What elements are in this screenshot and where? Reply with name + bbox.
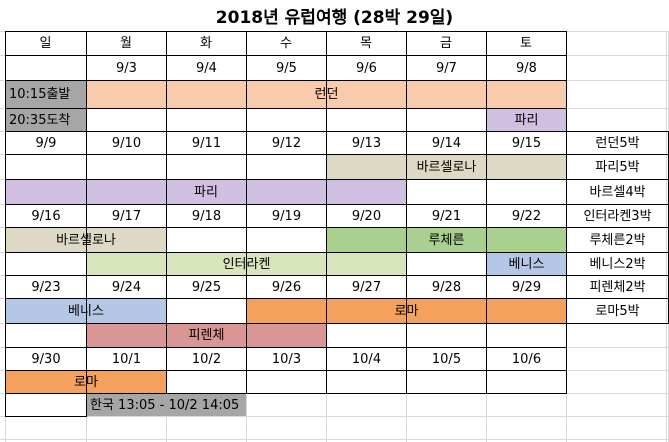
date-cell[interactable]: 10/6 <box>511 351 542 367</box>
cell-border <box>246 370 327 394</box>
schedule-bar[interactable]: 바르셀로나 <box>6 228 166 252</box>
date-cell[interactable]: 9/27 <box>351 279 382 295</box>
cell-border <box>486 370 567 394</box>
schedule-bar[interactable]: 인터라켄 <box>87 253 406 275</box>
date-cell[interactable]: 9/9 <box>35 135 57 151</box>
cell-border <box>406 108 487 132</box>
cell-border <box>5 252 87 276</box>
cell-border <box>166 108 247 132</box>
date-cell[interactable]: 9/23 <box>31 279 61 295</box>
gridline <box>0 439 669 440</box>
cell-border <box>246 227 327 253</box>
gridline <box>666 0 667 442</box>
weekday-header: 수 <box>280 35 292 51</box>
schedule-bar[interactable]: 파리 <box>6 180 406 204</box>
date-cell[interactable]: 9/4 <box>196 60 217 76</box>
schedule-bar[interactable]: 로마 <box>6 371 166 393</box>
cell-border <box>166 298 247 324</box>
cell-border <box>406 370 487 394</box>
date-cell[interactable]: 10/5 <box>431 351 462 367</box>
cell-border <box>5 393 87 417</box>
schedule-bar[interactable]: 루체른 <box>327 228 566 252</box>
date-cell[interactable]: 9/20 <box>351 208 382 224</box>
stay-summary[interactable]: 바르셀4박 <box>589 184 646 200</box>
cell-border <box>166 154 247 180</box>
date-cell[interactable]: 9/12 <box>271 135 302 151</box>
schedule-bar[interactable]: 10:15출발 <box>6 81 86 108</box>
cell-border <box>486 323 567 348</box>
weekday-header: 토 <box>520 35 532 51</box>
cell-border <box>166 370 247 394</box>
schedule-bar[interactable]: 런던 <box>87 81 566 108</box>
date-cell[interactable]: 9/11 <box>191 135 222 151</box>
date-cell[interactable]: 9/18 <box>191 208 222 224</box>
date-cell[interactable]: 9/29 <box>511 279 542 295</box>
date-cell[interactable]: 9/24 <box>111 279 142 295</box>
cell-border <box>406 179 487 205</box>
date-cell[interactable]: 9/26 <box>271 279 302 295</box>
date-cell[interactable]: 9/8 <box>516 60 537 76</box>
date-cell[interactable]: 10/4 <box>351 351 382 367</box>
weekday-header: 목 <box>360 35 372 51</box>
cell-border <box>326 323 407 348</box>
date-cell[interactable]: 9/21 <box>431 208 462 224</box>
weekday-header: 화 <box>200 35 212 51</box>
date-cell[interactable]: 9/19 <box>271 208 302 224</box>
stay-summary[interactable]: 로마5박 <box>595 303 640 319</box>
date-cell[interactable]: 9/7 <box>436 60 457 76</box>
cell-border <box>86 108 167 132</box>
date-cell[interactable]: 9/6 <box>356 60 377 76</box>
schedule-bar[interactable]: 로마 <box>247 299 566 323</box>
schedule-bar[interactable]: 피렌체 <box>87 324 326 347</box>
date-cell[interactable]: 9/5 <box>276 60 297 76</box>
date-cell[interactable]: 10/3 <box>271 351 302 367</box>
cell-border <box>326 370 407 394</box>
cell-border <box>5 323 87 348</box>
date-cell[interactable]: 9/28 <box>431 279 462 295</box>
gridline <box>0 416 669 417</box>
schedule-bar[interactable]: 파리 <box>487 109 566 131</box>
date-cell[interactable]: 10/1 <box>111 351 142 367</box>
stay-summary[interactable]: 인터라켄3박 <box>583 208 652 224</box>
gridline <box>0 108 669 109</box>
sheet-title: 2018년 유럽여행 (28박 29일) <box>0 0 669 31</box>
stay-summary[interactable]: 파리5박 <box>595 159 640 175</box>
stay-summary[interactable]: 피렌체2박 <box>589 279 646 295</box>
weekday-header: 일 <box>39 35 52 51</box>
date-cell[interactable]: 10/2 <box>191 351 222 367</box>
date-cell[interactable]: 9/30 <box>31 351 61 367</box>
date-cell[interactable]: 9/25 <box>191 279 222 295</box>
cell-border <box>5 55 87 81</box>
date-cell[interactable]: 9/16 <box>31 208 61 224</box>
date-cell[interactable]: 9/17 <box>111 208 142 224</box>
stay-summary[interactable]: 베니스2박 <box>589 256 646 272</box>
schedule-bar[interactable]: 바르셀로나 <box>327 155 566 179</box>
cell-border <box>406 323 487 348</box>
cell-border <box>5 154 87 180</box>
weekday-header: 금 <box>440 35 452 51</box>
schedule-bar[interactable]: 20:35도착 <box>6 109 86 131</box>
date-cell[interactable]: 9/22 <box>511 208 542 224</box>
cell-border <box>246 154 327 180</box>
date-cell[interactable]: 9/10 <box>111 135 142 151</box>
schedule-bar[interactable]: 베니스 <box>6 299 166 323</box>
cell-border <box>326 108 407 132</box>
date-cell[interactable]: 9/15 <box>511 135 542 151</box>
stay-summary[interactable]: 루체른2박 <box>589 232 646 248</box>
schedule-bar[interactable]: 한국 13:05 - 10/2 14:05 <box>87 394 246 416</box>
cell-border <box>406 252 487 276</box>
date-cell[interactable]: 9/13 <box>351 135 382 151</box>
cell-border <box>86 154 167 180</box>
date-cell[interactable]: 9/3 <box>116 60 137 76</box>
stay-summary[interactable]: 런던5박 <box>595 135 640 151</box>
weekday-header: 월 <box>120 35 132 51</box>
schedule-bar[interactable]: 베니스 <box>487 253 566 275</box>
cell-border <box>166 227 247 253</box>
cell-border <box>486 179 567 205</box>
date-cell[interactable]: 9/14 <box>431 135 462 151</box>
cell-border <box>246 108 327 132</box>
